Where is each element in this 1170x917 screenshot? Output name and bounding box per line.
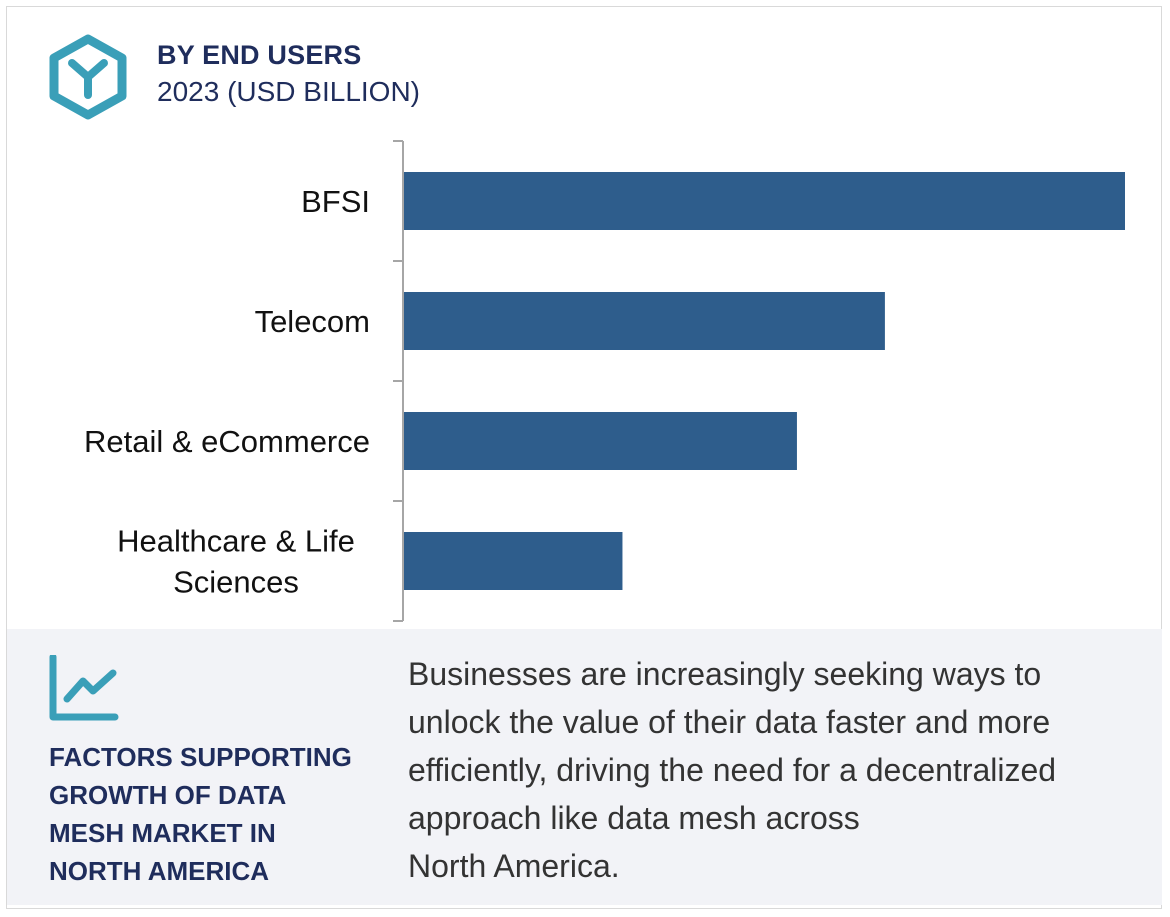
category-label: BFSI — [301, 184, 370, 219]
factors-heading: FACTORS SUPPORTING GROWTH OF DATA MESH M… — [49, 738, 379, 890]
description-line: efficiently, driving the need for a dece… — [408, 752, 1057, 788]
chart-subtitle: 2023 (USD BILLION) — [157, 76, 420, 107]
description-line: approach like data mesh across — [408, 800, 860, 836]
category-label: Telecom — [255, 304, 370, 339]
description-line: Businesses are increasingly seeking ways… — [408, 656, 1042, 692]
bar — [404, 532, 623, 590]
trend-line-chart-icon — [49, 653, 119, 723]
factors-line: NORTH AMERICA — [49, 856, 270, 886]
chart-title: BY END USERS — [157, 40, 362, 70]
description-line: North America. — [408, 848, 620, 884]
factors-line: MESH MARKET IN — [49, 818, 276, 848]
category-label: Healthcare & Life Sciences — [117, 524, 355, 600]
bar — [404, 412, 797, 470]
bar — [404, 172, 1125, 230]
factors-description: Businesses are increasingly seeking ways… — [408, 650, 1148, 890]
hexagon-y-logo-icon — [48, 33, 128, 121]
bar-chart: BFSI Telecom Retail & eCommerce Healthcare … — [84, 140, 1125, 622]
category-label: Retail & eCommerce — [84, 424, 370, 459]
factors-line: GROWTH OF DATA — [49, 780, 287, 810]
bar — [404, 292, 885, 350]
factors-panel — [7, 629, 1162, 905]
infographic-frame — [6, 6, 1162, 909]
factors-line: FACTORS SUPPORTING — [49, 742, 352, 772]
description-line: unlock the value of their data faster an… — [408, 704, 1051, 740]
